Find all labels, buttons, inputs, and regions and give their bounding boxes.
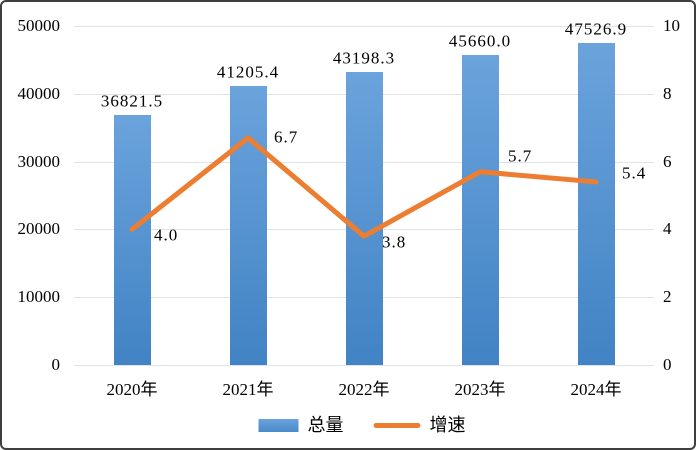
x-axis-category-label: 2021年 bbox=[222, 380, 274, 399]
legend-item-total: 总量 bbox=[258, 415, 344, 435]
left-axis-tick-label: 30000 bbox=[17, 151, 61, 171]
bar-value-label: 45660.0 bbox=[448, 31, 512, 51]
total-bar bbox=[229, 85, 267, 365]
left-axis-tick-label: 20000 bbox=[17, 219, 61, 239]
total-bar bbox=[577, 42, 615, 365]
total-bar bbox=[461, 55, 499, 365]
right-axis-tick-label: 0 bbox=[663, 355, 672, 374]
growth-line-path bbox=[129, 135, 599, 239]
bar-swatch-icon bbox=[258, 418, 299, 432]
left-axis-tick-label: 10000 bbox=[17, 287, 61, 307]
line-value-label: 3.8 bbox=[382, 232, 407, 252]
legend-label-total: 总量 bbox=[307, 415, 344, 435]
gridline bbox=[74, 26, 654, 27]
left-axis-tick-label: 0 bbox=[51, 355, 61, 374]
line-swatch-icon bbox=[373, 422, 421, 428]
right-axis-tick-label: 8 bbox=[663, 83, 672, 103]
bar-value-label: 47526.9 bbox=[564, 19, 628, 39]
right-axis-tick-label: 6 bbox=[663, 151, 672, 171]
x-axis-category-label: 2020年 bbox=[106, 380, 158, 399]
right-axis-tick-label: 2 bbox=[663, 287, 672, 307]
bar-value-label: 41205.4 bbox=[216, 62, 280, 82]
legend-label-growth: 增速 bbox=[429, 415, 466, 435]
right-axis-tick-label: 4 bbox=[663, 219, 672, 239]
x-axis-category-label: 2022年 bbox=[338, 380, 390, 399]
line-value-label: 6.7 bbox=[274, 127, 299, 147]
x-axis-category-label: 2024年 bbox=[570, 380, 622, 399]
line-value-label: 5.4 bbox=[622, 163, 647, 183]
x-axis-category-label: 2023年 bbox=[454, 380, 506, 399]
left-axis-tick-label: 40000 bbox=[17, 83, 61, 103]
total-bar bbox=[345, 72, 383, 365]
line-value-label: 5.7 bbox=[508, 146, 533, 166]
gridline bbox=[74, 365, 654, 366]
total-bar bbox=[113, 115, 151, 365]
legend: 总量 增速 bbox=[258, 415, 466, 435]
right-axis-tick-label: 10 bbox=[663, 16, 680, 35]
line-value-label: 4.0 bbox=[154, 225, 179, 245]
bar-value-label: 43198.3 bbox=[332, 48, 396, 68]
bar-value-label: 36821.5 bbox=[100, 91, 164, 111]
legend-item-growth: 增速 bbox=[373, 415, 466, 435]
left-axis-tick-label: 50000 bbox=[17, 16, 61, 35]
